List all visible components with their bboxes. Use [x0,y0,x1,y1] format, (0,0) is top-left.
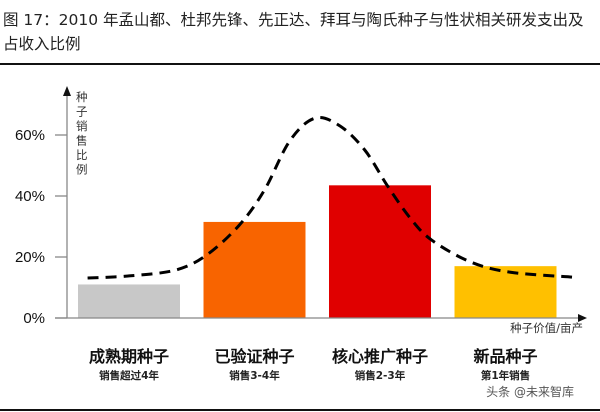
category-sublabel: 销售2-3年 [355,369,406,382]
category-label: 成熟期种子 [89,347,169,366]
trend-curve [87,116,573,280]
category-sublabel: 第1年销售 [481,369,530,382]
y-tick-label: 20% [15,249,45,266]
category-label: 已验证种子 [214,347,294,366]
y-tick-label: 0% [23,310,45,327]
x-axis-label: 种子价值/亩产 [510,321,583,335]
watermark: 头条 @未来智库 [486,384,574,399]
bottom-divider [0,409,600,411]
bar-3 [329,185,431,318]
bar-2 [203,221,306,318]
y-tick-label: 60% [15,127,45,144]
bar-1 [78,284,180,318]
title-divider [0,63,600,65]
category-sublabel: 销售超过4年 [99,369,159,382]
category-sublabel: 销售3-4年 [229,369,280,382]
figure-title: 图 17：2010 年孟山都、杜邦先锋、先正达、拜耳与陶氏种子与性状相关研发支出… [3,11,584,53]
y-tick-label: 40% [15,188,45,205]
x-axis-arrow-icon [578,314,587,322]
y-axis-label: 种子销售比例 [76,90,88,177]
category-label: 新品种子 [473,347,537,366]
y-axis-arrow-icon [63,86,71,96]
bar-4 [454,266,557,318]
category-label: 核心推广种子 [332,347,428,366]
